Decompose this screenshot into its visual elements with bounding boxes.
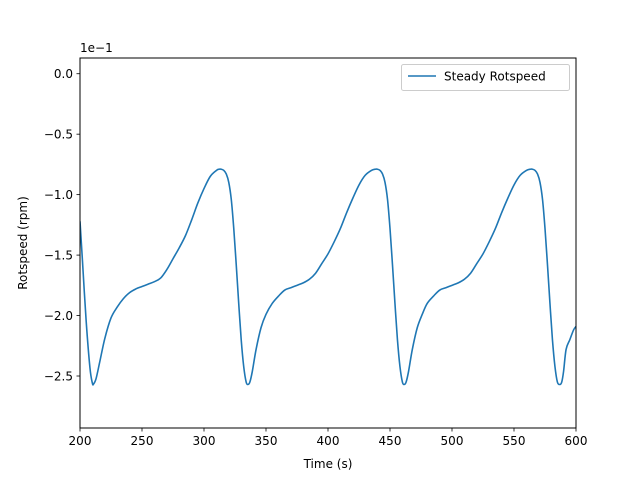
y-tick-label: −2.5 [44, 369, 73, 383]
x-tick-label: 400 [317, 434, 340, 448]
y-axis-offset-text: 1e−1 [80, 41, 113, 55]
x-tick-label: 250 [131, 434, 154, 448]
x-axis-label: Time (s) [303, 457, 353, 471]
legend: Steady Rotspeed [401, 64, 570, 91]
y-tick-label: −1.0 [44, 188, 73, 202]
legend-label-steady-rotspeed: Steady Rotspeed [444, 70, 546, 84]
y-tick-label: −2.0 [44, 309, 73, 323]
x-tick-label: 200 [69, 434, 92, 448]
y-axis-ticks: 0.0 −0.5 −1.0 −1.5 −2.0 −2.5 [44, 67, 80, 383]
y-tick-label: −1.5 [44, 248, 73, 262]
x-tick-label: 450 [379, 434, 402, 448]
x-tick-label: 350 [255, 434, 278, 448]
y-axis-label: Rotspeed (rpm) [16, 196, 30, 290]
x-tick-label: 600 [565, 434, 588, 448]
x-tick-label: 300 [193, 434, 216, 448]
x-tick-label: 550 [503, 434, 526, 448]
x-tick-label: 500 [441, 434, 464, 448]
series-layer [80, 168, 576, 386]
legend-box [401, 64, 570, 91]
y-tick-label: −0.5 [44, 127, 73, 141]
plot-area [80, 58, 576, 428]
series-line-steady-rotspeed [80, 168, 576, 386]
y-tick-label: 0.0 [54, 67, 73, 81]
x-axis-ticks: 200 250 300 350 400 450 500 550 600 [69, 428, 588, 448]
